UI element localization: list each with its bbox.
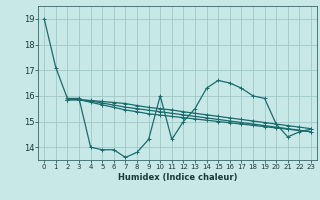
X-axis label: Humidex (Indice chaleur): Humidex (Indice chaleur) (118, 173, 237, 182)
